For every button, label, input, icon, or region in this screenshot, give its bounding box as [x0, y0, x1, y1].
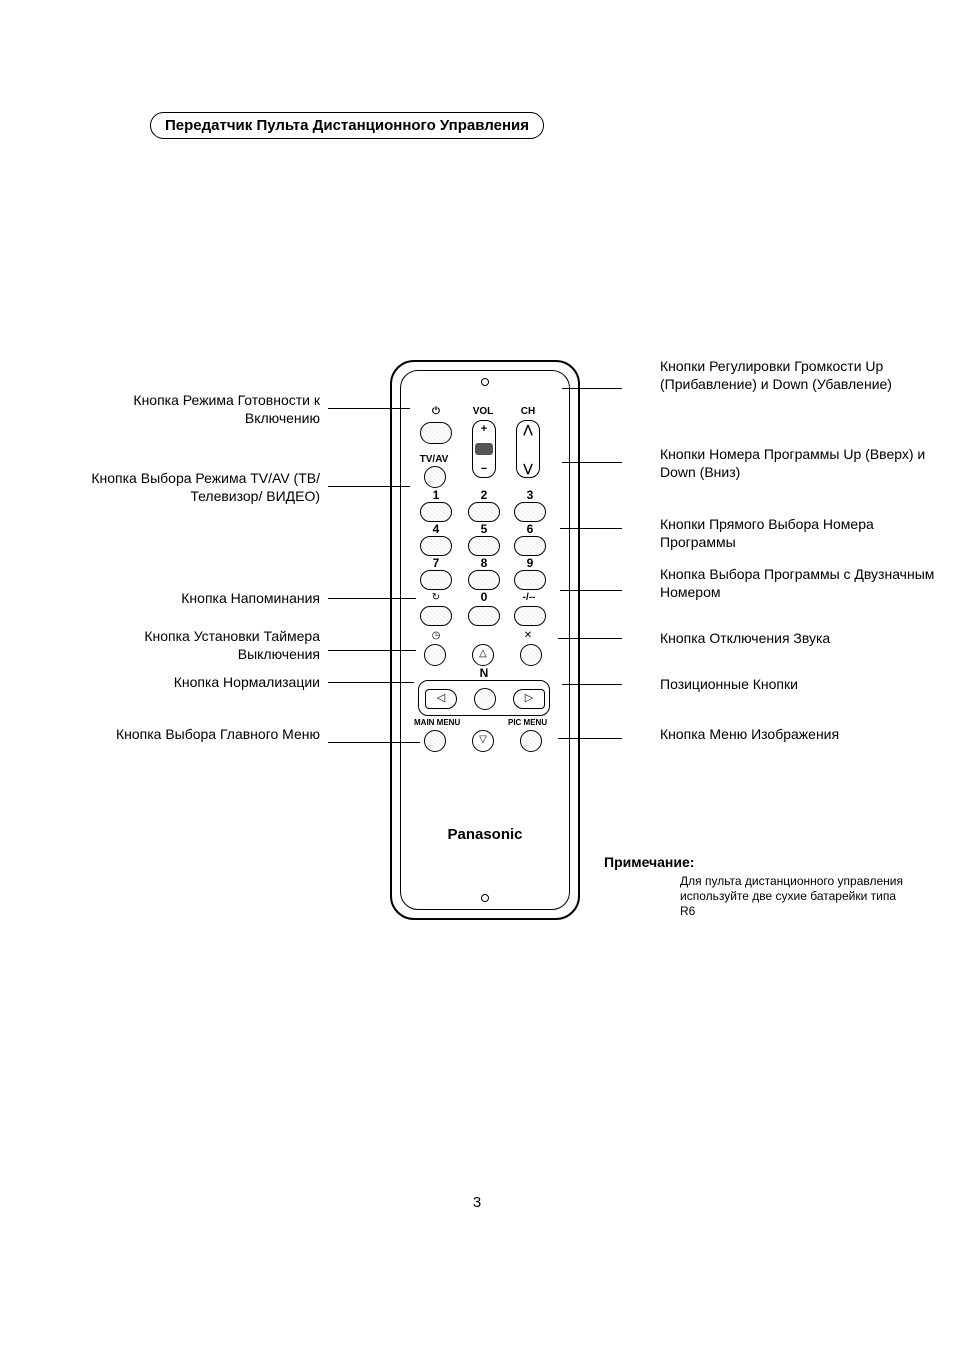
callout-volume: Кнопки Регулировки Громкости Up (Прибавл…: [660, 358, 950, 393]
callout-position: Позиционные Кнопки: [660, 676, 950, 694]
channel-rocker[interactable]: ⋀ ⋁: [516, 420, 540, 478]
label-n: N: [474, 666, 494, 680]
digit-button-9[interactable]: [514, 570, 546, 590]
twodigit-label: -/--: [512, 592, 546, 603]
digit-label: 4: [426, 522, 446, 536]
page-title: Передатчик Пульта Дистанционного Управле…: [150, 112, 544, 139]
callout-channel: Кнопки Номера Программы Up (Вверх) и Dow…: [660, 446, 950, 481]
twodigit-button[interactable]: [514, 606, 546, 626]
digit-label: 0: [474, 590, 494, 604]
main-menu-button[interactable]: [424, 730, 446, 752]
digit-button-2[interactable]: [468, 502, 500, 522]
screw-icon: [481, 894, 489, 902]
minus-icon: −: [473, 463, 495, 475]
nav-left-button[interactable]: ◁: [425, 689, 457, 709]
callout-picmenu: Кнопка Меню Изображения: [660, 726, 950, 744]
mute-button[interactable]: [520, 644, 542, 666]
volume-rocker[interactable]: + −: [472, 420, 496, 478]
chevron-down-icon: ⋁: [517, 462, 539, 475]
digit-label: 5: [474, 522, 494, 536]
digit-button-1[interactable]: [420, 502, 452, 522]
tvav-button[interactable]: [424, 466, 446, 488]
nav-frame: ◁ ▷: [418, 680, 550, 716]
label-vol: VOL: [468, 406, 498, 417]
recall-button[interactable]: [420, 606, 452, 626]
digit-button-4[interactable]: [420, 536, 452, 556]
callout-twodigit: Кнопка Выбора Программы с Двузначным Ном…: [660, 566, 950, 601]
digit-label: 3: [520, 488, 540, 502]
note-body: Для пульта дистанционного управления исп…: [680, 874, 910, 919]
label-pic-menu: PIC MENU: [508, 718, 547, 727]
digit-label: 6: [520, 522, 540, 536]
callout-standby: Кнопка Режима Готовности к Включению: [60, 392, 320, 427]
label-tvav: TV/AV: [414, 454, 454, 465]
callout-mute: Кнопка Отключения Звука: [660, 630, 950, 648]
normal-up-button[interactable]: △: [472, 644, 494, 666]
callout-direct: Кнопки Прямого Выбора Номера Программы: [660, 516, 950, 551]
callout-normal: Кнопка Нормализации: [60, 674, 320, 692]
callout-recall: Кнопка Напоминания: [60, 590, 320, 608]
nav-right-button[interactable]: ▷: [513, 689, 545, 709]
callout-offtimer: Кнопка Установки Таймера Выключения: [60, 628, 320, 663]
offtimer-button[interactable]: [424, 644, 446, 666]
remote-diagram: Кнопка Режима Готовности к Включению Кно…: [60, 360, 890, 940]
screw-icon: [481, 378, 489, 386]
digit-label: 9: [520, 556, 540, 570]
power-icon: ⏻: [424, 406, 448, 417]
nav-down-button[interactable]: ▽: [472, 730, 494, 752]
page: Передатчик Пульта Дистанционного Управле…: [0, 0, 954, 1351]
recall-icon: ↻: [424, 592, 448, 603]
digit-label: 7: [426, 556, 446, 570]
callout-tvav: Кнопка Выбора Режима TV/AV (ТВ/Телевизор…: [60, 470, 320, 505]
plus-icon: +: [473, 423, 495, 435]
digit-button-8[interactable]: [468, 570, 500, 590]
digit-button-3[interactable]: [514, 502, 546, 522]
mute-icon: ✕: [516, 630, 540, 641]
clock-icon: ◷: [424, 630, 448, 641]
digit-button-5[interactable]: [468, 536, 500, 556]
digit-button-6[interactable]: [514, 536, 546, 556]
digit-label: 2: [474, 488, 494, 502]
label-main-menu: MAIN MENU: [414, 718, 460, 727]
chevron-up-icon: ⋀: [517, 423, 539, 436]
note-heading: Примечание:: [604, 854, 694, 870]
nav-center-button[interactable]: [474, 688, 496, 710]
digit-label: 1: [426, 488, 446, 502]
standby-button[interactable]: [420, 422, 452, 444]
digit-button-7[interactable]: [420, 570, 452, 590]
page-number: 3: [0, 1194, 954, 1211]
rocker-grip: [475, 443, 493, 455]
digit-button-0[interactable]: [468, 606, 500, 626]
remote-body: ⏻ VOL CH + − ⋀ ⋁ TV/AV 1 2 3: [390, 360, 580, 920]
label-ch: CH: [516, 406, 540, 417]
callout-mainmenu: Кнопка Выбора Главного Меню: [60, 726, 320, 744]
digit-label: 8: [474, 556, 494, 570]
brand-logo: Panasonic: [390, 826, 580, 843]
pic-menu-button[interactable]: [520, 730, 542, 752]
